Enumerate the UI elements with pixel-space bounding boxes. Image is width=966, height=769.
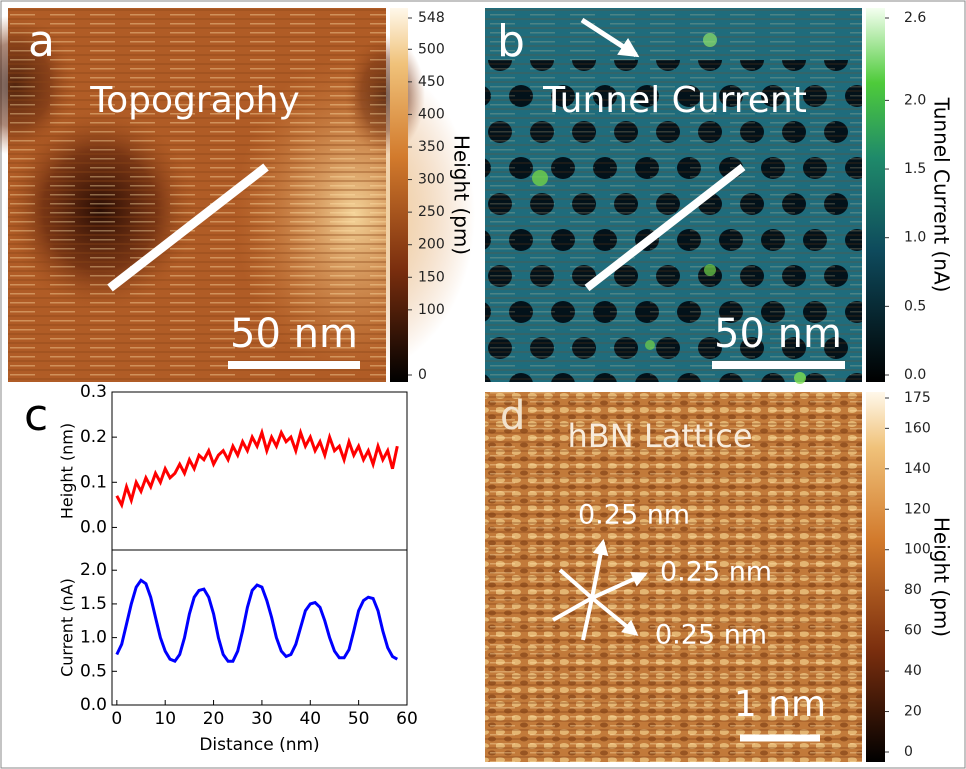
colorbar-tick-label: 160 [904, 420, 931, 436]
annotation: 0.25 nm [655, 620, 767, 651]
colorbar-label: Tunnel Current (nA) [930, 97, 954, 293]
colorbar-tick-label: 0 [904, 744, 913, 760]
data-line [117, 580, 398, 661]
panel-a: a Topography 50 nm Height (pm) [0, 8, 475, 382]
plot-frame [112, 550, 407, 705]
x-tick-label: 20 [203, 709, 225, 729]
y-axis-label: Height (nm) [58, 423, 77, 519]
colorbar [866, 8, 885, 382]
panel-title: hBN Lattice [567, 417, 752, 455]
plot-frame [112, 392, 407, 550]
colorbar [390, 8, 408, 382]
y-tick-label: 0.5 [80, 661, 107, 681]
y-tick-label: 1.5 [80, 594, 107, 614]
panel-b: b Tunnel Current 50 nm Tunnel Current (n… [485, 8, 954, 384]
figure: a Topography 50 nm Height (pm) b Tunnel … [0, 0, 966, 769]
colorbar-tick-label: 140 [904, 461, 931, 477]
colorbar [866, 392, 885, 762]
panel-d: d hBN Lattice 0.25 nm 0.25 nm 0.25 nm 1 … [485, 392, 954, 762]
panel-label: c [24, 390, 48, 441]
x-axis-label: Distance (nm) [199, 735, 319, 755]
scale-bar-label: 50 nm [714, 311, 842, 357]
data-line [117, 433, 398, 505]
panel-label: a [28, 16, 55, 67]
colorbar-tick-label: 0 [418, 367, 427, 383]
x-tick-label: 50 [348, 709, 370, 729]
colorbar-tick-label: 0.0 [904, 367, 926, 383]
colorbar-tick-label: 548 [418, 10, 445, 26]
colorbar-tick-label: 80 [904, 582, 922, 598]
annotation: 0.25 nm [660, 557, 772, 588]
y-tick-label: 0.0 [80, 695, 107, 715]
colorbar-tick-label: 300 [418, 172, 445, 188]
scale-bar-label: 1 nm [734, 684, 826, 725]
colorbar-tick-label: 400 [418, 106, 445, 122]
y-tick-label: 0.2 [80, 427, 107, 447]
colorbar-tick-label: 250 [418, 204, 445, 220]
colorbar-tick-label: 350 [418, 139, 445, 155]
annotation: 0.25 nm [578, 500, 690, 531]
colorbar-tick-label: 20 [904, 704, 922, 720]
y-tick-label: 1.0 [80, 628, 107, 648]
colorbar-label: Height (pm) [930, 517, 954, 637]
panel-label: d [500, 393, 525, 439]
colorbar-tick-label: 200 [418, 237, 445, 253]
x-tick-label: 40 [299, 709, 321, 729]
colorbar-tick-label: 60 [904, 623, 922, 639]
x-tick-label: 30 [251, 709, 273, 729]
panel-title: Tunnel Current [542, 80, 807, 121]
scale-bar-label: 50 nm [230, 311, 358, 357]
panel-label: b [497, 16, 525, 67]
colorbar-tick-label: 150 [418, 269, 445, 285]
panel-title: Topography [89, 80, 299, 121]
colorbar-tick-label: 40 [904, 663, 922, 679]
y-tick-label: 0.0 [80, 517, 107, 537]
colorbar-label: Height (pm) [450, 135, 474, 255]
y-axis-label: Current (nA) [58, 578, 77, 677]
panel-c: c [24, 390, 48, 441]
colorbar-tick-label: 0.5 [904, 298, 926, 314]
y-tick-label: 0.3 [80, 382, 107, 402]
colorbar-tick-label: 2.6 [904, 10, 926, 26]
x-tick-label: 60 [396, 709, 418, 729]
colorbar-tick-label: 450 [418, 74, 445, 90]
colorbar-tick-label: 2.0 [904, 92, 926, 108]
colorbar-tick-label: 100 [904, 542, 931, 558]
colorbar-tick-label: 500 [418, 41, 445, 57]
colorbar-tick-label: 120 [904, 501, 931, 517]
y-tick-label: 0.1 [80, 472, 107, 492]
colorbar-tick-label: 1.5 [904, 161, 926, 177]
colorbar-tick-label: 1.0 [904, 230, 926, 246]
colorbar-tick-label: 100 [418, 302, 445, 318]
y-tick-label: 2.0 [80, 560, 107, 580]
colorbar-tick-label: 175 [904, 390, 931, 406]
x-tick-label: 10 [154, 709, 176, 729]
x-tick-label: 0 [111, 709, 122, 729]
